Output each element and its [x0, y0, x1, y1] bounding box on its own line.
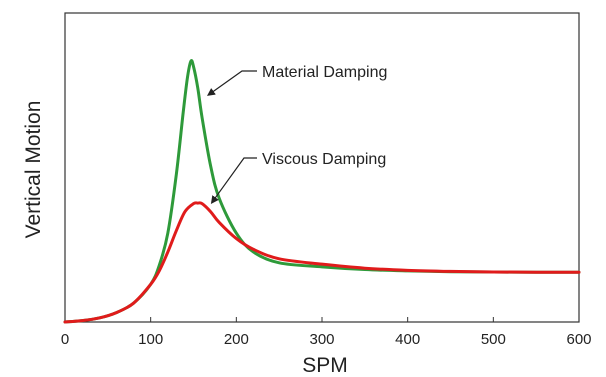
annotation-label: Viscous Damping [262, 151, 386, 168]
x-tick-label: 0 [61, 331, 69, 348]
annotation-label: Material Damping [262, 64, 387, 81]
annotation-arrow [207, 70, 257, 96]
x-tick-label: 400 [395, 331, 420, 348]
x-tick-label: 300 [309, 331, 334, 348]
series-line-material-damping [63, 59, 581, 324]
annotation-arrow [210, 157, 257, 204]
x-tick-label: 100 [138, 331, 163, 348]
x-tick-label: 200 [224, 331, 249, 348]
series-line-viscous-damping [63, 201, 581, 324]
series-group [63, 59, 581, 324]
x-axis-label: SPM [302, 354, 348, 377]
x-tick-label: 600 [566, 331, 591, 348]
annotations-group: Material Damping Viscous Damping [207, 64, 387, 204]
y-axis-label: Vertical Motion [22, 101, 45, 239]
x-ticks-group: 0 100 200 300 400 500 600 [61, 317, 592, 348]
axis-labels-group: SPM Vertical Motion [22, 101, 348, 377]
x-tick-label: 500 [481, 331, 506, 348]
